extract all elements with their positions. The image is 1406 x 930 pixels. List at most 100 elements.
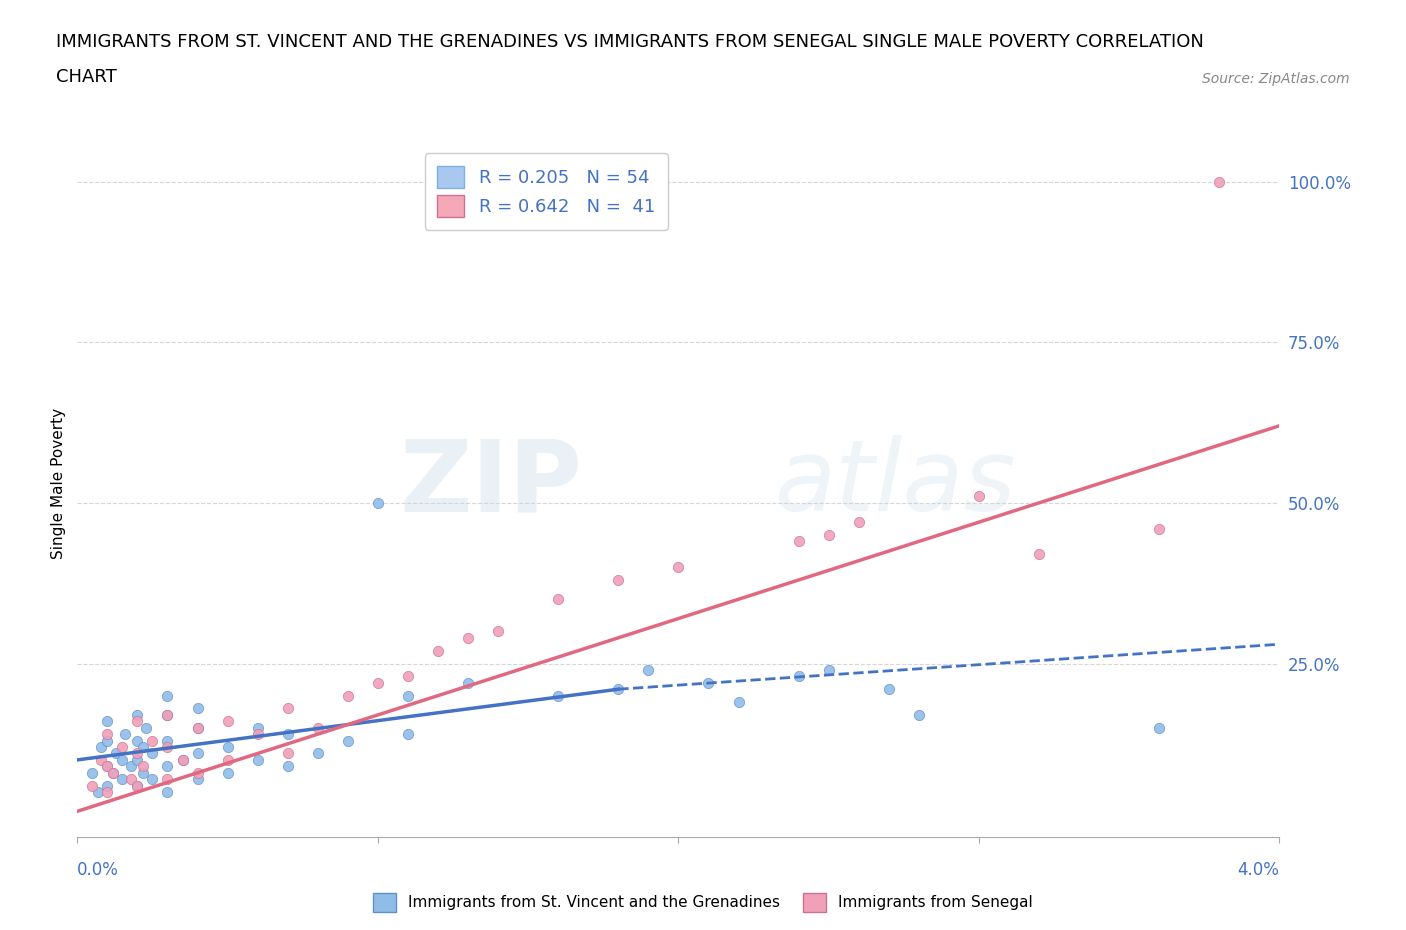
Point (132, 765, 155, 780)
Point (277, 701, 299, 716)
Point (727, 695, 749, 710)
Point (111, 739, 134, 754)
Point (186, 765, 209, 780)
Point (127, 752, 149, 767)
Point (141, 733, 163, 748)
Text: CHART: CHART (56, 68, 117, 86)
Point (82, 778, 104, 793)
Point (141, 746, 163, 761)
Point (307, 746, 329, 761)
Point (877, 682, 900, 697)
Point (186, 721, 209, 736)
Point (82, 765, 104, 780)
Point (156, 733, 179, 748)
Point (96, 778, 118, 793)
Point (908, 708, 931, 723)
Point (277, 726, 299, 741)
Point (120, 759, 142, 774)
Point (96, 714, 118, 729)
Point (103, 765, 125, 780)
Point (547, 591, 569, 606)
Point (87, 785, 110, 800)
Y-axis label: Single Male Poverty: Single Male Poverty (51, 408, 66, 559)
Point (111, 752, 134, 767)
Point (156, 708, 179, 723)
Point (848, 514, 870, 529)
Point (217, 752, 239, 767)
Point (787, 669, 810, 684)
Legend: Immigrants from St. Vincent and the Grenadines, Immigrants from Senegal: Immigrants from St. Vincent and the Gren… (367, 887, 1039, 918)
Point (607, 573, 630, 588)
Point (1149, 521, 1171, 536)
Point (277, 759, 299, 774)
Point (96, 733, 118, 748)
Text: 4.0%: 4.0% (1237, 860, 1279, 879)
Point (396, 726, 419, 741)
Point (246, 752, 269, 767)
Point (336, 688, 359, 703)
Point (156, 785, 179, 800)
Point (127, 708, 149, 723)
Point (127, 733, 149, 748)
Text: Source: ZipAtlas.com: Source: ZipAtlas.com (1202, 72, 1350, 86)
Point (90, 752, 112, 767)
Point (186, 746, 209, 761)
Point (186, 721, 209, 736)
Point (396, 669, 419, 684)
Point (668, 560, 690, 575)
Point (697, 675, 720, 690)
Point (427, 644, 450, 658)
Point (132, 759, 155, 774)
Point (156, 708, 179, 723)
Point (367, 496, 389, 511)
Point (103, 765, 125, 780)
Point (547, 688, 569, 703)
Point (135, 721, 157, 736)
Point (141, 772, 163, 787)
Point (217, 714, 239, 729)
Point (787, 534, 810, 549)
Point (307, 721, 329, 736)
Point (114, 726, 136, 741)
Point (1149, 721, 1171, 736)
Point (217, 739, 239, 754)
Point (111, 772, 134, 787)
Point (246, 726, 269, 741)
Point (817, 662, 839, 677)
Point (396, 688, 419, 703)
Point (336, 733, 359, 748)
Text: 0.0%: 0.0% (77, 860, 120, 879)
Point (105, 746, 128, 761)
Point (120, 772, 142, 787)
Point (607, 682, 630, 697)
Point (96, 759, 118, 774)
Point (132, 739, 155, 754)
Point (156, 772, 179, 787)
Point (457, 631, 479, 645)
Point (277, 746, 299, 761)
Point (156, 739, 179, 754)
Point (367, 675, 389, 690)
Point (637, 662, 659, 677)
Point (1028, 547, 1050, 562)
Point (127, 778, 149, 793)
Point (96, 726, 118, 741)
Point (127, 778, 149, 793)
Point (967, 489, 990, 504)
Point (172, 752, 194, 767)
Text: IMMIGRANTS FROM ST. VINCENT AND THE GRENADINES VS IMMIGRANTS FROM SENEGAL SINGLE: IMMIGRANTS FROM ST. VINCENT AND THE GREN… (56, 33, 1204, 51)
Point (217, 765, 239, 780)
Point (172, 752, 194, 767)
Text: ZIP: ZIP (399, 435, 582, 532)
Point (127, 714, 149, 729)
Point (1208, 174, 1230, 189)
Point (96, 785, 118, 800)
Point (817, 527, 839, 542)
Point (486, 624, 509, 639)
Point (96, 759, 118, 774)
Point (90, 739, 112, 754)
Point (186, 701, 209, 716)
Point (246, 721, 269, 736)
Point (156, 759, 179, 774)
Point (156, 688, 179, 703)
